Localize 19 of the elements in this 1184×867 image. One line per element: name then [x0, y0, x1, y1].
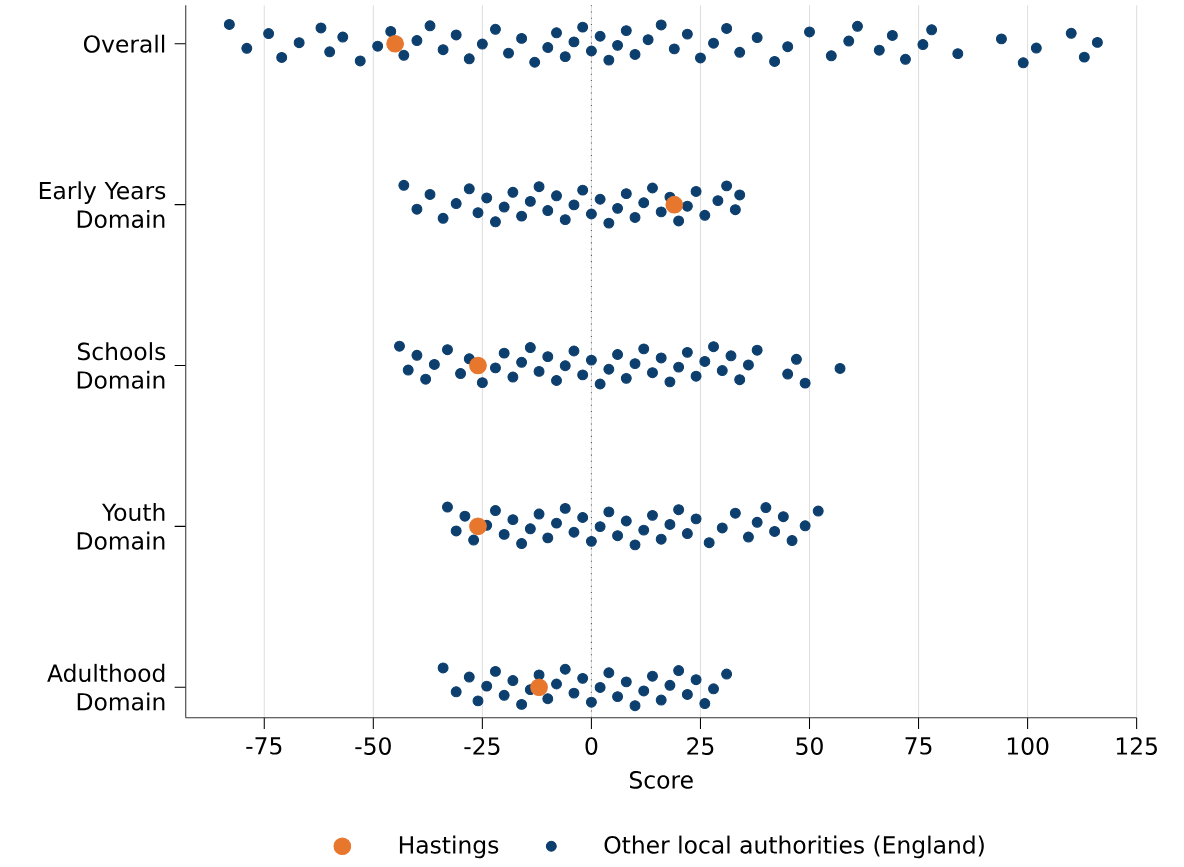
- x-tick-label: 125: [1116, 737, 1157, 755]
- y-tick-label: Overall: [83, 34, 165, 53]
- point: [386, 34, 404, 53]
- x-tick-label: 0: [585, 737, 598, 755]
- x-tick-label: -50: [355, 737, 391, 755]
- y-tick-label: Youth Domain: [77, 502, 165, 550]
- legend-label: Other local authorities (England): [604, 835, 984, 859]
- x-tick-label: 100: [1007, 737, 1049, 755]
- legend-label: Hastings: [399, 835, 499, 859]
- y-tick-label: Schools Domain: [77, 342, 166, 389]
- x-tick-label: 75: [905, 737, 932, 755]
- x-tick-label: 50: [796, 737, 823, 755]
- y-tick-label: Adulthood Domain: [47, 663, 165, 711]
- point: [469, 356, 487, 375]
- x-axis-title: Score: [629, 770, 693, 789]
- y-tick-label: Early Years Domain: [39, 181, 166, 228]
- x-tick-label: -25: [464, 737, 500, 755]
- x-tick-label: -75: [246, 737, 282, 755]
- x-tick-label: 25: [687, 737, 714, 755]
